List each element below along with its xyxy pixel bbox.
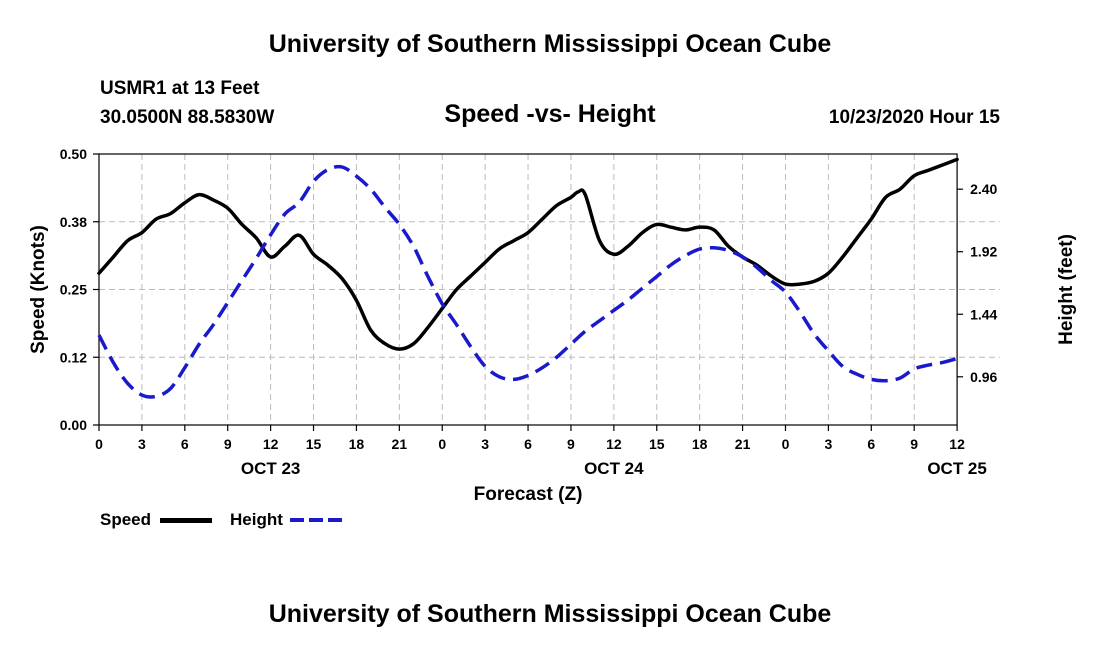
x-tick-label: 3 <box>138 436 146 452</box>
chart-subtitle: Speed -vs- Height <box>444 100 656 128</box>
x-tick-label: 9 <box>567 436 575 452</box>
x-tick-label: 9 <box>910 436 918 452</box>
chart-labels: 0.00 0.12 0.25 0.38 0.50 0.96 1.44 1.92 2.40 0 3 6 9… <box>28 146 1077 505</box>
y-axis-title-left: Speed (Knots) <box>28 225 49 354</box>
y-tick-label-left: 0.12 <box>60 349 87 365</box>
y-tick-label-left: 0.25 <box>60 282 87 298</box>
x-tick-label: 21 <box>392 436 408 452</box>
legend-height-label: Height <box>230 510 283 529</box>
x-tick-label: 21 <box>735 436 751 452</box>
x-tick-label: 12 <box>949 436 965 452</box>
y-tick-label-right: 1.44 <box>970 306 997 322</box>
x-tick-label: 0 <box>782 436 790 452</box>
station-label: USMR1 at 13 Feet <box>100 78 260 99</box>
x-tick-label: 12 <box>606 436 622 452</box>
y-tick-label-right: 0.96 <box>970 369 997 385</box>
legend-speed-label: Speed <box>100 510 152 529</box>
x-tick-label: 12 <box>263 436 279 452</box>
date-label: OCT 23 <box>241 459 301 478</box>
x-tick-label: 6 <box>524 436 532 452</box>
y-tick-label-left: 0.38 <box>60 214 87 230</box>
height-series-line <box>97 164 958 399</box>
date-label: OCT 25 <box>927 459 987 478</box>
x-tick-label: 3 <box>481 436 489 452</box>
y-tick-label-left: 0.00 <box>60 417 87 433</box>
x-tick-label: 18 <box>692 436 708 452</box>
y-axis-title-right: Height (feet) <box>1056 234 1077 345</box>
legend-height-swatch <box>290 518 342 522</box>
footer-title: University of Southern Mississippi Ocean… <box>268 600 832 628</box>
coordinates-label: 30.0500N 88.5830W <box>100 107 275 128</box>
y-tick-label-left: 0.50 <box>60 146 87 162</box>
x-tick-label: 6 <box>867 436 875 452</box>
page-title: University of Southern Mississippi Ocean… <box>268 30 832 58</box>
chart-axes <box>93 153 964 431</box>
x-tick-label: 15 <box>306 436 322 452</box>
chart-series <box>97 157 959 399</box>
x-tick-label: 9 <box>224 436 232 452</box>
x-tick-label: 0 <box>95 436 103 452</box>
x-axis-title: Forecast (Z) <box>474 484 583 505</box>
x-tick-label: 3 <box>824 436 832 452</box>
x-tick-label: 6 <box>181 436 189 452</box>
legend-speed-swatch <box>160 518 212 523</box>
date-label: OCT 24 <box>584 459 644 478</box>
x-tick-label: 0 <box>438 436 446 452</box>
x-tick-label: 18 <box>349 436 365 452</box>
y-tick-label-right: 1.92 <box>970 244 997 260</box>
chart-grid <box>99 154 1000 425</box>
y-tick-label-right: 2.40 <box>970 181 997 197</box>
datetime-label: 10/23/2020 Hour 15 <box>828 107 1000 128</box>
x-tick-label: 15 <box>649 436 665 452</box>
speed-series-line <box>97 157 959 351</box>
